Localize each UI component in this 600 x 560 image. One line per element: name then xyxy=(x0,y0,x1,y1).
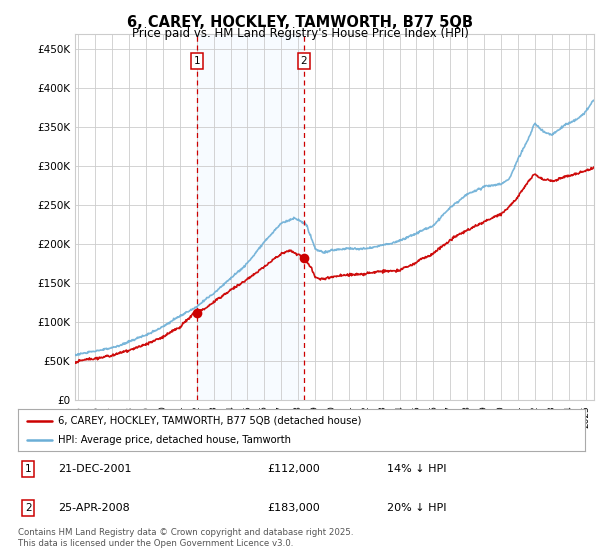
Text: 2: 2 xyxy=(301,56,307,66)
Text: 20% ↓ HPI: 20% ↓ HPI xyxy=(386,503,446,513)
Text: £112,000: £112,000 xyxy=(268,464,320,474)
Text: Price paid vs. HM Land Registry's House Price Index (HPI): Price paid vs. HM Land Registry's House … xyxy=(131,27,469,40)
Text: 2: 2 xyxy=(25,503,32,513)
Text: 1: 1 xyxy=(193,56,200,66)
Text: 6, CAREY, HOCKLEY, TAMWORTH, B77 5QB (detached house): 6, CAREY, HOCKLEY, TAMWORTH, B77 5QB (de… xyxy=(58,416,361,426)
Text: Contains HM Land Registry data © Crown copyright and database right 2025.
This d: Contains HM Land Registry data © Crown c… xyxy=(18,528,353,548)
Text: 14% ↓ HPI: 14% ↓ HPI xyxy=(386,464,446,474)
Text: 25-APR-2008: 25-APR-2008 xyxy=(58,503,130,513)
Text: HPI: Average price, detached house, Tamworth: HPI: Average price, detached house, Tamw… xyxy=(58,435,290,445)
Text: 1: 1 xyxy=(25,464,32,474)
Text: 6, CAREY, HOCKLEY, TAMWORTH, B77 5QB: 6, CAREY, HOCKLEY, TAMWORTH, B77 5QB xyxy=(127,15,473,30)
Text: £183,000: £183,000 xyxy=(268,503,320,513)
Text: 21-DEC-2001: 21-DEC-2001 xyxy=(58,464,131,474)
Bar xyxy=(197,34,304,400)
